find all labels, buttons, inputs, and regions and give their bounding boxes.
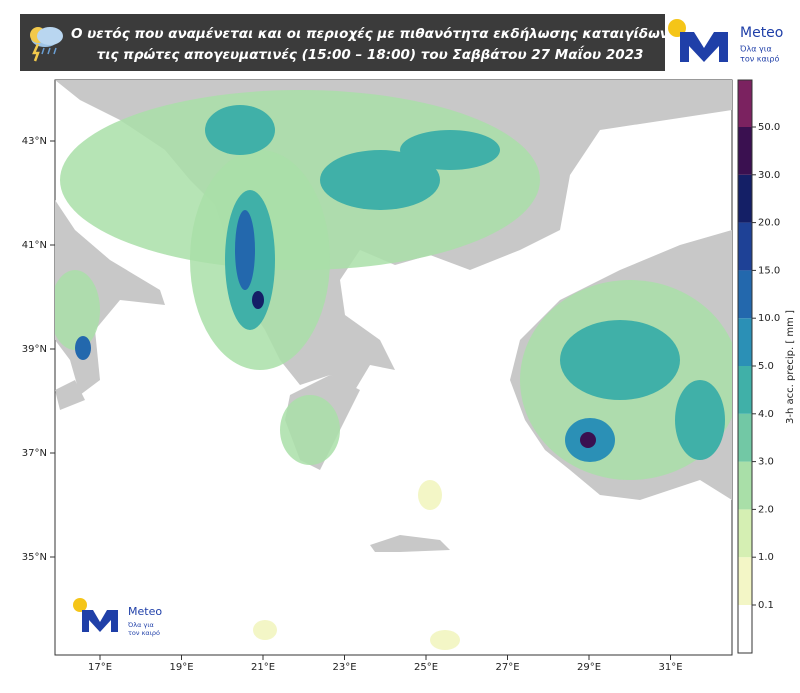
inset-logo-tagline: τον καιρό bbox=[128, 629, 160, 637]
colorbar-tick-label: 5.0 bbox=[758, 361, 774, 372]
light-precip bbox=[253, 480, 460, 650]
colorbar-segment bbox=[738, 270, 752, 319]
lat-label: 35°N bbox=[22, 552, 47, 563]
colorbar-segment bbox=[738, 509, 752, 558]
lat-label: 43°N bbox=[22, 136, 47, 147]
colorbar-tick-label: 10.0 bbox=[758, 313, 780, 324]
lat-label: 41°N bbox=[22, 240, 47, 251]
colorbar-tick-label: 50.0 bbox=[758, 122, 780, 133]
colorbar-segment bbox=[738, 605, 752, 653]
colorbar-tick-label: 0.1 bbox=[758, 600, 774, 611]
lon-label: 19°E bbox=[169, 662, 193, 673]
lon-label: 25°E bbox=[414, 662, 438, 673]
logo-tagline: τον καιρό bbox=[740, 54, 779, 64]
colorbar-tick-label: 1.0 bbox=[758, 552, 774, 563]
weather-icon bbox=[30, 27, 63, 62]
colorbar-segment bbox=[738, 461, 752, 510]
colorbar-tick-label: 3.0 bbox=[758, 457, 774, 468]
lon-label: 29°E bbox=[577, 662, 601, 673]
map bbox=[54, 79, 733, 656]
colorbar-segment bbox=[738, 366, 752, 414]
title-line: Ο υετός που αναμένεται και οι περιοχές μ… bbox=[71, 26, 669, 42]
precipitation bbox=[55, 90, 732, 480]
colorbar-tick-label: 4.0 bbox=[758, 409, 774, 420]
colorbar-tick-label: 15.0 bbox=[758, 265, 780, 276]
colorbar-segment bbox=[738, 413, 752, 462]
header-banner bbox=[20, 14, 665, 71]
lon-label: 31°E bbox=[658, 662, 682, 673]
meteo-logo bbox=[668, 19, 728, 62]
logo-tagline: Όλα για bbox=[739, 44, 772, 54]
colorbar-segment bbox=[738, 557, 752, 605]
inset-logo-tagline: Όλα για bbox=[127, 621, 154, 629]
lat-label: 39°N bbox=[22, 344, 47, 355]
lon-label: 21°E bbox=[251, 662, 275, 673]
lat-label: 37°N bbox=[22, 448, 47, 459]
colorbar-tick-label: 30.0 bbox=[758, 170, 780, 181]
colorbar-segment bbox=[738, 222, 752, 271]
lon-label: 27°E bbox=[495, 662, 519, 673]
colorbar-label: 3-h acc. precip. [ mm ] bbox=[785, 310, 796, 424]
logo-name: Meteo bbox=[740, 25, 783, 41]
colorbar-segment bbox=[738, 127, 752, 175]
colorbar-segment bbox=[738, 174, 752, 223]
lon-label: 23°E bbox=[332, 662, 356, 673]
colorbar-segment bbox=[738, 318, 752, 366]
lon-label: 17°E bbox=[88, 662, 112, 673]
title-line: τις πρώτες απογευματινές (15:00 – 18:00)… bbox=[97, 45, 644, 63]
inset-logo bbox=[73, 598, 118, 632]
inset-logo-name: Meteo bbox=[128, 605, 162, 618]
colorbar-segment bbox=[738, 80, 752, 127]
colorbar-tick-label: 2.0 bbox=[758, 504, 774, 515]
colorbar-tick-label: 20.0 bbox=[758, 218, 780, 229]
